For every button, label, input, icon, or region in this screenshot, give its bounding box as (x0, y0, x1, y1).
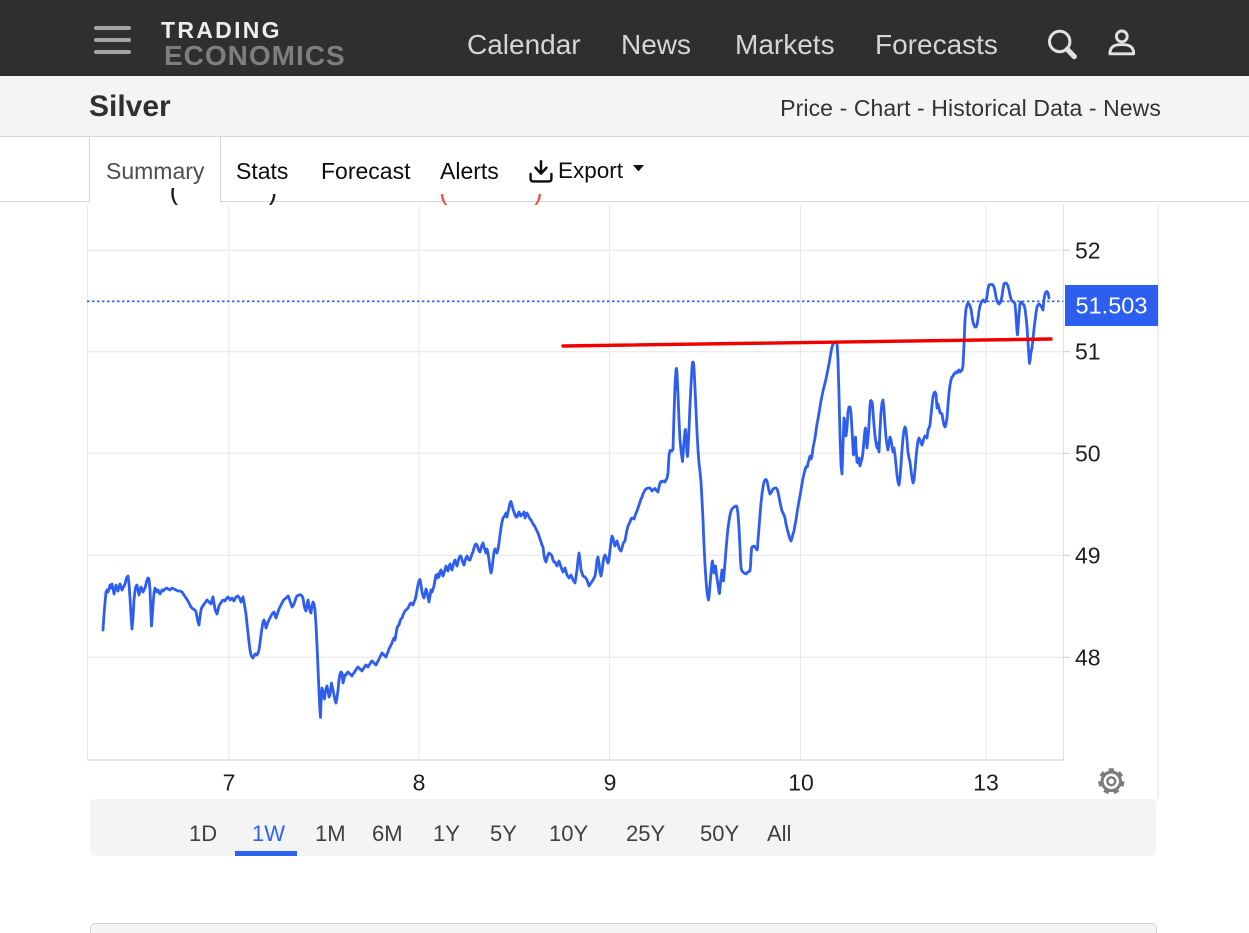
svg-text:9: 9 (604, 770, 617, 796)
svg-text:52: 52 (1075, 237, 1101, 263)
svg-text:8: 8 (413, 770, 426, 796)
svg-text:7: 7 (223, 770, 236, 796)
svg-text:50: 50 (1075, 440, 1101, 466)
svg-text:13: 13 (973, 770, 999, 796)
svg-text:51: 51 (1075, 339, 1101, 365)
svg-text:48: 48 (1075, 644, 1101, 670)
svg-text:49: 49 (1075, 542, 1101, 568)
svg-text:51.503: 51.503 (1076, 293, 1148, 319)
svg-text:10: 10 (788, 770, 814, 796)
